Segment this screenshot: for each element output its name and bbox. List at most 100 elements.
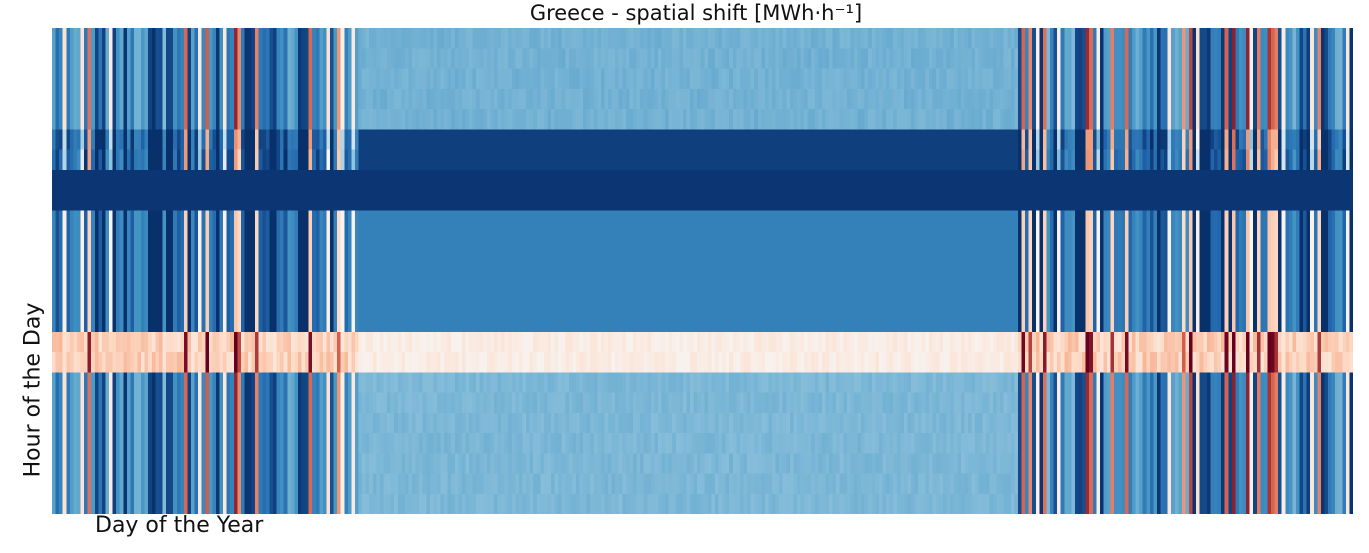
heatmap-cell — [187, 311, 192, 333]
heatmap-cell — [511, 392, 516, 414]
heatmap-cell — [672, 48, 677, 70]
heatmap-cell — [223, 250, 228, 272]
heatmap-cell — [166, 493, 171, 514]
heatmap-cell — [704, 331, 709, 353]
heatmap-cell — [84, 28, 89, 49]
heatmap-cell — [166, 473, 171, 495]
heatmap-cell — [183, 88, 189, 110]
heatmap-cell — [750, 129, 755, 151]
heatmap-cell — [301, 230, 306, 252]
heatmap-cell — [786, 109, 791, 130]
heatmap-cell — [561, 473, 566, 495]
heatmap-cell — [194, 271, 199, 292]
heatmap-cell — [508, 291, 513, 313]
heatmap-cell — [604, 473, 609, 495]
heatmap-cell — [572, 412, 577, 434]
heatmap-cell — [401, 230, 406, 252]
heatmap-cell — [739, 352, 745, 373]
heatmap-cell — [69, 149, 74, 171]
heatmap-cell — [226, 433, 231, 454]
heatmap-cell — [725, 88, 730, 110]
heatmap-cell — [119, 372, 124, 394]
heatmap-cell — [679, 88, 684, 110]
heatmap-cell — [191, 88, 196, 110]
heatmap-cell — [59, 271, 64, 292]
heatmap-cell — [365, 169, 370, 191]
heatmap-cell — [169, 88, 174, 110]
heatmap-cell — [590, 271, 595, 292]
heatmap-cell — [301, 311, 306, 333]
heatmap-cell — [650, 372, 655, 394]
heatmap-cell — [358, 352, 363, 373]
heatmap-cell — [369, 493, 374, 514]
heatmap-cell — [141, 210, 146, 232]
heatmap-cell — [547, 392, 552, 414]
heatmap-cell — [276, 68, 281, 90]
heatmap-cell — [551, 169, 556, 191]
heatmap-cell — [786, 453, 791, 475]
heatmap-cell — [772, 109, 777, 130]
heatmap-cell — [248, 331, 253, 353]
heatmap-cell — [265, 88, 271, 110]
heatmap-cell — [536, 68, 541, 90]
heatmap-cell — [483, 48, 488, 70]
heatmap-cell — [436, 190, 442, 211]
heatmap-cell — [604, 412, 609, 434]
heatmap-cell — [272, 149, 278, 171]
heatmap-cell — [137, 28, 142, 49]
heatmap-cell — [101, 311, 107, 333]
heatmap-cell — [233, 190, 238, 211]
heatmap-cell — [479, 311, 484, 333]
heatmap-cell — [647, 493, 652, 514]
heatmap-cell — [262, 433, 267, 454]
heatmap-cell — [447, 210, 452, 232]
heatmap-cell — [397, 48, 402, 70]
heatmap-cell — [597, 473, 602, 495]
heatmap-cell — [515, 392, 520, 414]
heatmap-cell — [757, 68, 762, 90]
heatmap-cell — [436, 473, 442, 495]
heatmap-cell — [401, 433, 406, 454]
heatmap-cell — [469, 129, 474, 151]
heatmap-cell — [52, 28, 57, 49]
heatmap-cell — [543, 372, 549, 394]
heatmap-cell — [497, 129, 502, 151]
heatmap-cell — [73, 453, 78, 475]
heatmap-cell — [372, 230, 377, 252]
heatmap-cell — [622, 352, 627, 373]
heatmap-cell — [344, 48, 349, 70]
heatmap-cell — [657, 352, 663, 373]
heatmap-cell — [732, 210, 737, 232]
heatmap-cell — [743, 453, 748, 475]
heatmap-cell — [529, 453, 534, 475]
heatmap-cell — [714, 28, 720, 49]
heatmap-cell — [775, 68, 780, 90]
heatmap-cell — [454, 412, 459, 434]
heatmap-cell — [625, 291, 631, 313]
heatmap-cell — [144, 412, 149, 434]
heatmap-cell — [654, 412, 659, 434]
heatmap-cell — [305, 190, 310, 211]
heatmap-cell — [315, 169, 320, 191]
heatmap-cell — [722, 88, 727, 110]
heatmap-cell — [151, 230, 156, 252]
heatmap-cell — [155, 210, 160, 232]
heatmap-cell — [362, 311, 367, 333]
heatmap-cell — [237, 68, 242, 90]
heatmap-cell — [469, 28, 474, 49]
heatmap-cell — [419, 493, 424, 514]
heatmap-cell — [379, 473, 385, 495]
heatmap-cell — [518, 169, 524, 191]
heatmap-cell — [526, 48, 531, 70]
heatmap-cell — [750, 68, 755, 90]
heatmap-cell — [772, 433, 777, 454]
heatmap-cell — [240, 230, 246, 252]
heatmap-cell — [387, 210, 392, 232]
heatmap-cell — [87, 493, 92, 514]
heatmap-cell — [272, 331, 278, 353]
heatmap-cell — [604, 493, 609, 514]
heatmap-cell — [219, 230, 224, 252]
heatmap-cell — [183, 210, 189, 232]
heatmap-cell — [344, 433, 349, 454]
heatmap-cell — [515, 129, 520, 151]
